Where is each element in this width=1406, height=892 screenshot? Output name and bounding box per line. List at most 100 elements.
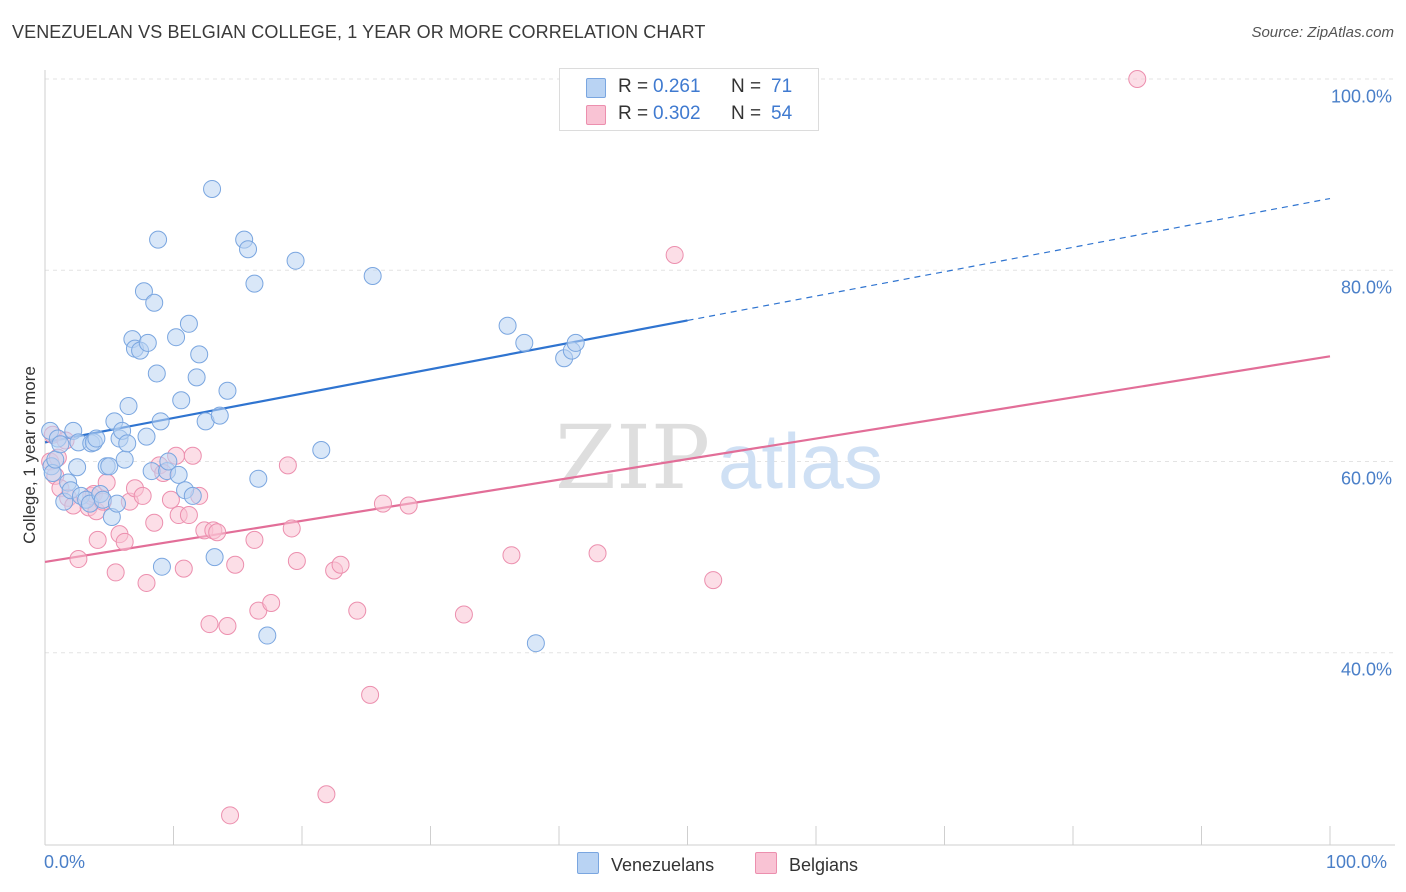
venezuelans-point xyxy=(203,179,222,198)
correlation-legend: R = 0.261 N = 71 R = 0.302 N = 54 xyxy=(559,68,819,131)
venezuelans-point xyxy=(68,458,87,477)
venezuelans-point xyxy=(179,314,198,333)
series-legend-belgians: Belgians xyxy=(755,852,858,876)
belgians-point xyxy=(361,685,380,704)
belgians-legend-label: Belgians xyxy=(789,855,859,875)
venezuelans-legend-label: Venezuelans xyxy=(611,855,715,875)
venezuelans-point xyxy=(286,251,305,270)
belgians-point xyxy=(502,546,521,565)
belgians-point xyxy=(245,530,264,549)
belgians-point xyxy=(88,530,107,549)
legend-n-label: N = xyxy=(731,76,762,97)
belgians-point xyxy=(1128,70,1147,88)
watermark-atlas: atlas xyxy=(718,417,883,505)
y-tick-label: 40.0% xyxy=(1340,659,1392,680)
venezuelans-point xyxy=(169,465,188,484)
venezuelans-point xyxy=(526,634,545,653)
belgians-point xyxy=(174,559,193,578)
venezuelans-point xyxy=(167,328,186,347)
venezuelans-point xyxy=(107,494,126,513)
belgians-point xyxy=(317,785,336,804)
venezuelans-point xyxy=(363,266,382,285)
legend-n-value: 71 xyxy=(771,76,793,97)
venezuelans-point xyxy=(245,274,264,293)
chart-title: VENEZUELAN VS BELGIAN COLLEGE, 1 YEAR OR… xyxy=(12,22,706,42)
belgians-point xyxy=(399,496,418,515)
belgians-point xyxy=(348,601,367,620)
legend-n-label: N = xyxy=(731,103,762,124)
legend-swatch-venezuelans xyxy=(586,78,606,98)
venezuelans-point xyxy=(118,434,137,453)
belgians-point xyxy=(218,616,237,635)
source-label: Source: ZipAtlas.com xyxy=(1251,24,1394,41)
belgians-point xyxy=(200,615,219,634)
venezuelans-point xyxy=(151,412,170,431)
venezuelans-point xyxy=(210,406,229,425)
watermark-zip: ZIP xyxy=(555,406,710,509)
legend-r-value: 0.302 xyxy=(653,103,701,124)
belgians-point xyxy=(161,490,180,509)
belgians-point xyxy=(704,571,723,590)
belgians-point xyxy=(665,245,684,264)
venezuelans-point xyxy=(137,427,156,446)
x-tick-label-min: 0.0% xyxy=(44,852,86,872)
y-tick-label: 80.0% xyxy=(1340,277,1392,298)
venezuelans-point xyxy=(205,548,224,567)
venezuelans-point xyxy=(149,230,168,249)
belgians-point xyxy=(208,523,227,542)
y-tick-label: 60.0% xyxy=(1340,468,1392,489)
belgians-trend-line xyxy=(44,355,1331,563)
venezuelans-point xyxy=(258,626,277,645)
series-legend-venezuelans: Venezuelans xyxy=(577,852,714,876)
belgians-point xyxy=(454,605,473,624)
venezuelans-point xyxy=(100,457,119,476)
venezuelans-point xyxy=(312,441,331,460)
venezuelans-point xyxy=(147,364,166,383)
belgians-point xyxy=(226,555,245,574)
x-tick-label-max: 100.0% xyxy=(1326,852,1388,872)
data-points xyxy=(41,70,1147,825)
legend-n-value: 54 xyxy=(771,103,793,124)
venezuelans-point xyxy=(183,486,202,505)
venezuelans-point xyxy=(172,391,191,410)
belgians-swatch xyxy=(755,852,777,874)
belgians-point xyxy=(145,513,164,532)
venezuelans-point xyxy=(87,429,106,448)
venezuelans-point xyxy=(218,381,237,400)
belgians-point xyxy=(133,486,152,505)
belgians-point xyxy=(69,550,88,569)
venezuelans-point xyxy=(142,462,161,481)
venezuelans-point xyxy=(190,345,209,364)
legend-r-label: R = xyxy=(618,103,649,124)
belgians-point xyxy=(278,456,297,475)
venezuelans-point xyxy=(152,557,171,576)
venezuelans-point xyxy=(187,368,206,387)
venezuelans-point xyxy=(134,282,153,301)
belgians-point xyxy=(287,551,306,570)
legend-swatch-belgians xyxy=(586,105,606,125)
venezuelans-point xyxy=(498,316,517,335)
y-axis-label: College, 1 year or more xyxy=(20,366,39,544)
venezuelans-swatch xyxy=(577,852,599,874)
venezuelans-trend-extension xyxy=(687,197,1331,322)
belgians-point xyxy=(262,594,281,613)
venezuelans-point xyxy=(515,333,534,352)
venezuelans-point xyxy=(239,240,258,259)
belgians-point xyxy=(331,555,350,574)
legend-r-label: R = xyxy=(618,76,649,97)
venezuelans-point xyxy=(115,450,134,469)
venezuelans-point xyxy=(46,450,65,469)
belgians-point xyxy=(221,806,240,825)
belgians-point xyxy=(137,573,156,592)
belgians-point xyxy=(179,506,198,525)
venezuelans-point xyxy=(51,435,70,454)
belgians-point xyxy=(588,544,607,563)
y-tick-label: 100.0% xyxy=(1330,86,1392,107)
belgians-point xyxy=(282,519,301,538)
venezuelans-point xyxy=(249,469,268,488)
grid-lines xyxy=(45,78,1395,654)
venezuelans-point xyxy=(119,397,138,416)
venezuelans-point xyxy=(138,333,157,352)
belgians-point xyxy=(373,494,392,513)
